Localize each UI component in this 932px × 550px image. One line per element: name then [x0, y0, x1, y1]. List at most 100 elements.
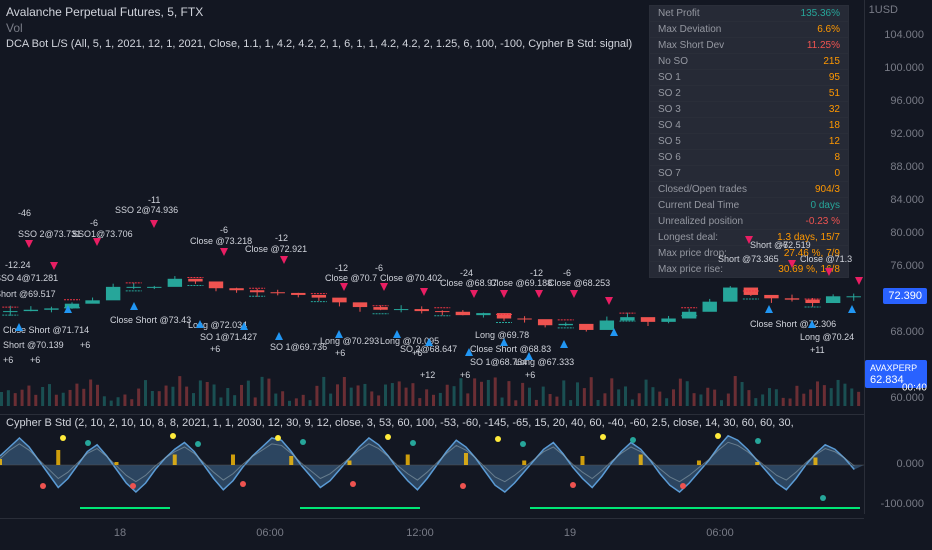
buy-arrow-icon	[808, 320, 816, 328]
price-axis-label: 68.000	[890, 326, 924, 338]
price-axis-label: 76.000	[890, 260, 924, 272]
trade-annotation: -11	[148, 195, 160, 205]
buy-arrow-icon	[610, 328, 618, 336]
indicator-dot-green	[630, 437, 636, 443]
trade-annotation: Long @67.333	[515, 357, 574, 367]
price-axis-label: 84.000	[890, 194, 924, 206]
buy-arrow-icon	[848, 305, 856, 313]
indicator-dot-green	[520, 441, 526, 447]
trade-annotation: Close @70.402	[380, 273, 442, 283]
buy-arrow-icon	[465, 348, 473, 356]
sell-arrow-icon	[380, 283, 388, 291]
sell-arrow-icon	[150, 220, 158, 228]
trade-annotation: Short @73.365	[718, 254, 779, 264]
buy-arrow-icon	[196, 320, 204, 328]
indicator-dot-yellow	[715, 433, 721, 439]
buy-arrow-icon	[15, 323, 23, 331]
trade-annotation: Close @68.97	[440, 278, 497, 288]
price-axis-label: 96.000	[890, 95, 924, 107]
indicator-dot-green	[820, 495, 826, 501]
trade-annotation: +6	[3, 355, 13, 365]
trade-annotation: SO 1@71.427	[200, 332, 257, 342]
price-chart[interactable]: -46SSO 2@73.731SSO 4@71.281Short @69.517…	[0, 56, 864, 406]
time-axis-label: 06:00	[256, 527, 284, 539]
sell-arrow-icon	[605, 297, 613, 305]
trade-annotation: Close Short @73.43	[110, 315, 191, 325]
price-axis[interactable]: 104.000100.00096.00092.00088.00084.00080…	[864, 0, 932, 440]
trade-annotation: Long @70.293	[320, 336, 379, 346]
indicator-dot-red	[240, 481, 246, 487]
sell-arrow-icon	[788, 260, 796, 268]
trade-annotation: Short @70.139	[3, 340, 64, 350]
indicator-dot-green	[755, 438, 761, 444]
buy-arrow-icon	[500, 338, 508, 346]
trade-annotation: -6	[375, 263, 383, 273]
indicator-dot-yellow	[170, 433, 176, 439]
trade-annotation: -6	[563, 268, 571, 278]
buy-arrow-icon	[393, 330, 401, 338]
stat-value: 135.36%	[801, 8, 840, 19]
trade-annotation: +6	[30, 355, 40, 365]
buy-arrow-icon	[525, 352, 533, 360]
indicator-dot-red	[130, 483, 136, 489]
trade-annotation: Short @72.519	[750, 240, 811, 250]
indicator-dot-red	[350, 481, 356, 487]
indicator-dot-yellow	[275, 435, 281, 441]
sell-arrow-icon	[535, 290, 543, 298]
sell-arrow-icon	[340, 283, 348, 291]
sell-arrow-icon	[570, 290, 578, 298]
price-axis-label: 104.000	[884, 29, 924, 41]
trade-annotation: SO 1@69.736	[270, 342, 327, 352]
buy-arrow-icon	[64, 305, 72, 313]
indicator-panel[interactable]: Cypher B Std (2, 10, 2, 10, 10, 8, 8, 20…	[0, 414, 864, 514]
price-axis-label: 80.000	[890, 227, 924, 239]
stat-value: 6.6%	[817, 24, 840, 35]
indicator-green-line	[530, 507, 860, 509]
time-axis[interactable]: 1806:0012:001906:00	[0, 518, 864, 550]
trade-annotation: +6	[80, 340, 90, 350]
stat-label: Max Short Dev	[658, 40, 724, 51]
buy-arrow-icon	[765, 305, 773, 313]
time-axis-label: 19	[564, 527, 576, 539]
buy-arrow-icon	[275, 332, 283, 340]
trade-annotation: -12	[530, 268, 543, 278]
price-axis-label: 88.000	[890, 161, 924, 173]
time-axis-label: 12:00	[406, 527, 434, 539]
chart-title: Avalanche Perpetual Futures, 5, FTX	[6, 4, 632, 20]
indicator-dot-yellow	[600, 434, 606, 440]
trade-annotation: -24	[460, 268, 473, 278]
trade-annotation: Close @70.7	[325, 273, 377, 283]
current-price-tag: 72.390	[883, 288, 927, 304]
countdown: 00:40	[902, 383, 927, 394]
trade-annotation: +11	[810, 345, 825, 355]
trade-annotation: Close Short @68.83	[470, 344, 551, 354]
stat-label: Net Profit	[658, 8, 700, 19]
trade-annotation: -6	[220, 225, 228, 235]
sell-arrow-icon	[745, 236, 753, 244]
indicator-dot-red	[570, 482, 576, 488]
trade-annotation: -12.24	[5, 260, 31, 270]
trade-annotation: Close @71.3	[800, 254, 852, 264]
indicator-dot-green	[85, 440, 91, 446]
trade-annotation: +6	[525, 370, 535, 380]
trade-annotation: +12	[420, 370, 435, 380]
stat-value: 11.25%	[807, 40, 840, 51]
trade-annotation: Long @70.24	[800, 332, 854, 342]
trade-annotation: Close @72.921	[245, 244, 307, 254]
buy-arrow-icon	[130, 302, 138, 310]
stat-row: Net Profit 135.36%	[650, 6, 848, 22]
dca-params: DCA Bot L/S (All, 5, 1, 2021, 12, 1, 202…	[6, 36, 632, 52]
indicator-axis[interactable]: 0.000-100.000	[864, 414, 932, 514]
sell-arrow-icon	[825, 268, 833, 276]
buy-arrow-icon	[335, 330, 343, 338]
sell-arrow-icon	[25, 240, 33, 248]
trade-annotation: +6	[460, 370, 470, 380]
trade-annotation: Close @69.188	[490, 278, 552, 288]
sell-arrow-icon	[500, 290, 508, 298]
buy-arrow-icon	[425, 338, 433, 346]
sell-arrow-icon	[470, 290, 478, 298]
trade-annotation: SSO1@73.706	[72, 229, 133, 239]
indicator-dot-red	[40, 483, 46, 489]
buy-arrow-icon	[240, 322, 248, 330]
trade-annotation: Short @69.517	[0, 289, 56, 299]
